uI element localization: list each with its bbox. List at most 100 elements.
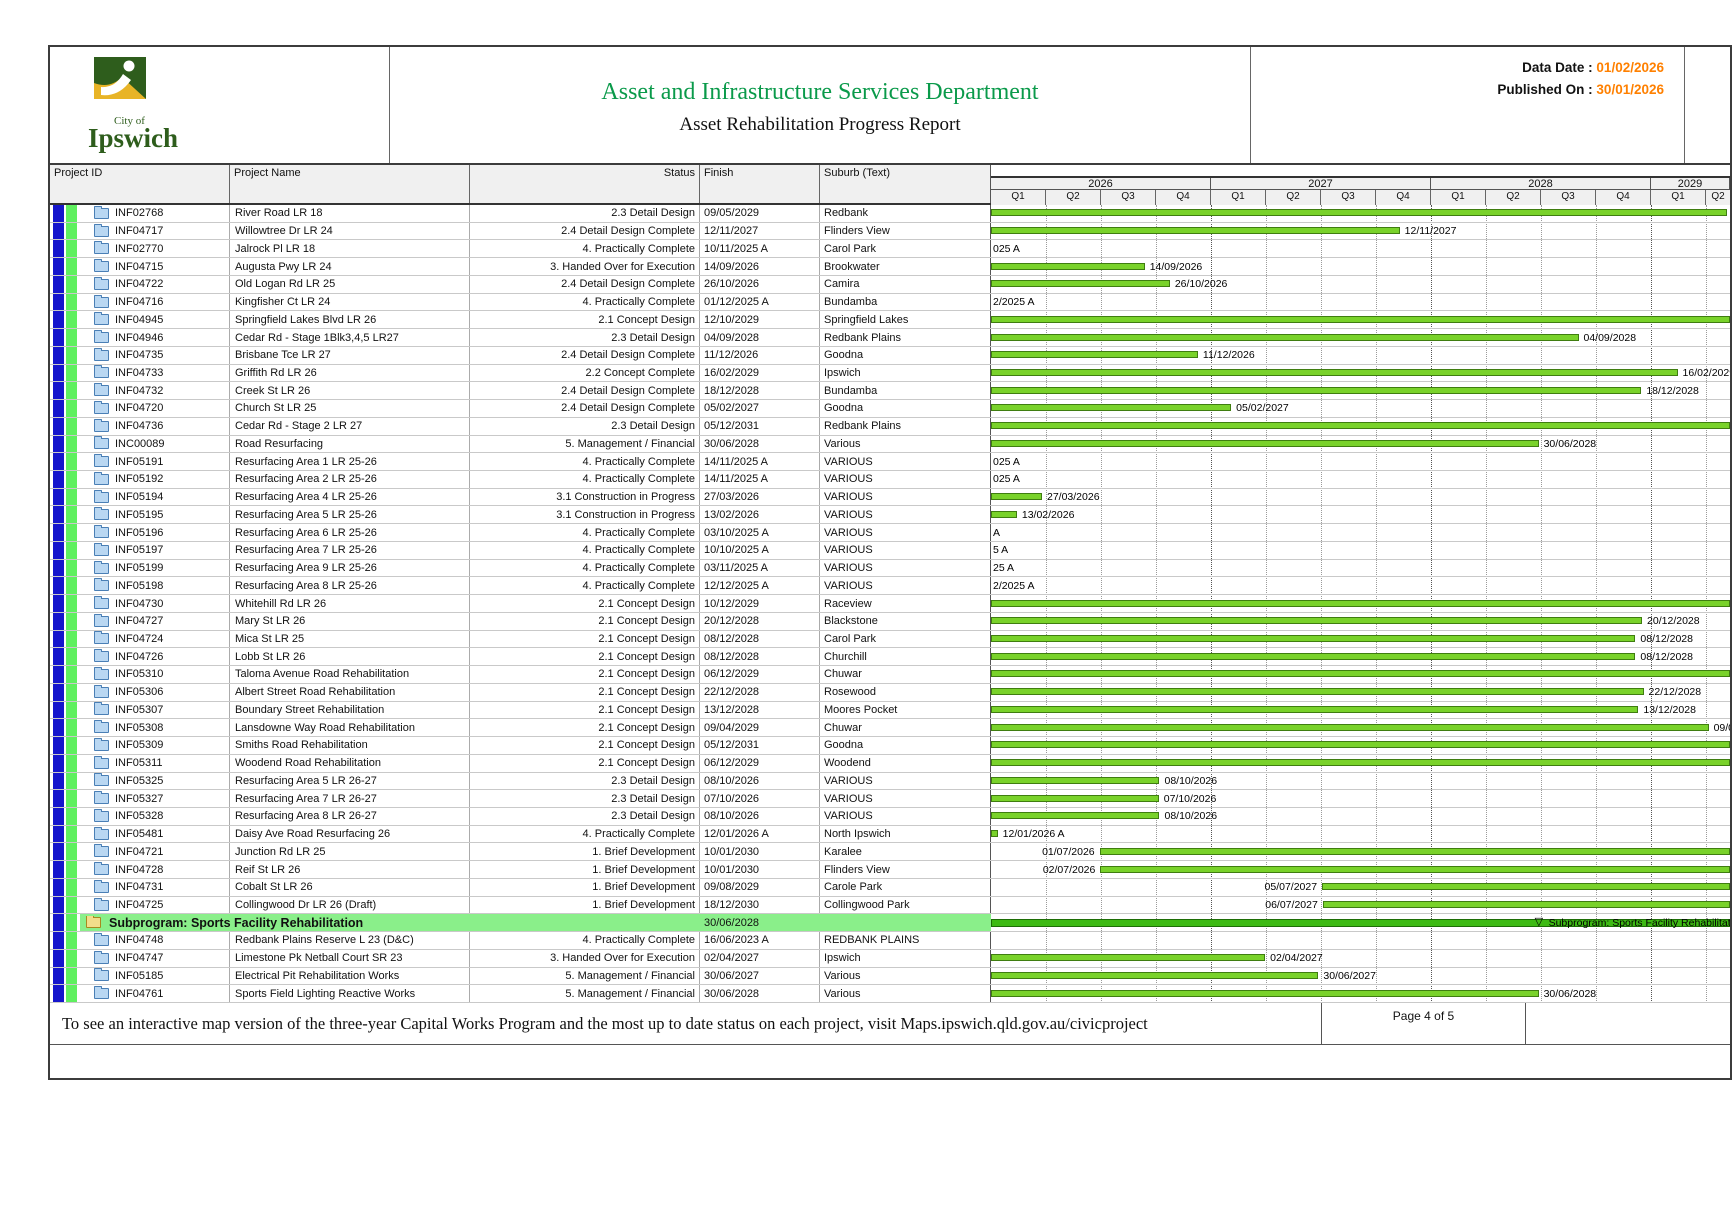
table-row: INF05185 Electrical Pit Rehabilitation Wo… xyxy=(50,967,1730,986)
gantt-bar xyxy=(1322,901,1730,908)
gantt-cell: 22/12/2028 xyxy=(991,684,1730,701)
project-name-cell: Old Logan Rd LR 25 xyxy=(230,275,470,293)
program-indicator-strip-blue xyxy=(53,205,64,1003)
status-cell: 4. Practically Complete xyxy=(470,577,700,595)
gantt-cell: 08/12/2028 xyxy=(991,631,1730,648)
gantt-bar xyxy=(991,954,1266,962)
project-name-cell: Reif St LR 26 xyxy=(230,861,470,878)
project-name-cell: Resurfacing Area 2 LR 25-26 xyxy=(230,471,470,488)
gantt-bar xyxy=(991,705,1639,713)
table-row: INF05306 Albert Street Road Rehabilitatio… xyxy=(50,683,1730,702)
project-name-cell: Creek St LR 26 xyxy=(230,382,470,400)
folder-icon xyxy=(94,205,109,219)
gantt-bar xyxy=(991,723,1709,731)
table-row: INF04721 Junction Rd LR 25 1. Brief Develo… xyxy=(50,843,1730,862)
table-row: INF05311 Woodend Road Rehabilitation 2.1 C… xyxy=(50,754,1730,773)
subprogram-title-cell: Subprogram: Sports Facility Rehabilitati… xyxy=(80,915,700,930)
status-cell: 2.4 Detail Design Complete xyxy=(470,275,700,293)
project-id: INF04728 xyxy=(115,863,164,876)
project-id: INF05310 xyxy=(115,668,164,681)
subprogram-highlight: Subprogram: Sports Facility Rehabilitati… xyxy=(80,914,991,932)
project-name-cell: Springfield Lakes Blvd LR 26 xyxy=(230,311,470,329)
project-name-cell: Brisbane Tce LR 27 xyxy=(230,346,470,364)
folder-icon xyxy=(94,471,109,485)
gantt-cell xyxy=(991,737,1730,754)
folder-icon xyxy=(94,932,109,946)
status-cell: 4. Practically Complete xyxy=(470,541,700,559)
project-id-cell: INF04733 xyxy=(50,364,230,382)
gantt-bar-start-label: 05/07/2027 xyxy=(1264,881,1318,894)
project-name-cell: Junction Rd LR 25 xyxy=(230,843,470,861)
gantt-cell: 26/10/2026 xyxy=(991,276,1730,293)
folder-icon xyxy=(94,808,109,822)
project-id: INF04731 xyxy=(115,881,164,894)
table-row: INF05199 Resurfacing Area 9 LR 25-26 4. Pr… xyxy=(50,559,1730,578)
table-row: INF04725 Collingwood Dr LR 26 (Draft) 1. B… xyxy=(50,896,1730,915)
suburb-cell: Woodend xyxy=(820,754,991,772)
project-id: INF05192 xyxy=(115,473,164,486)
status-cell: 1. Brief Development xyxy=(470,861,700,878)
project-id: INF02768 xyxy=(115,207,164,220)
status-cell: 4. Practically Complete xyxy=(470,932,700,949)
year-header-2026: 2026 xyxy=(991,178,1211,190)
table-header: Project ID Project Name Status Finish Su… xyxy=(50,165,1730,205)
table-row: INF04730 Whitehill Rd LR 26 2.1 Concept De… xyxy=(50,595,1730,613)
folder-icon xyxy=(94,276,109,290)
gantt-cell: 2/2025 A xyxy=(991,294,1730,311)
gantt-bar-label: 11/12/2026 xyxy=(1202,349,1255,362)
gantt-cell: 08/10/2026 xyxy=(991,773,1730,790)
suburb-cell: VARIOUS xyxy=(820,471,991,488)
project-id-cell: INF05192 xyxy=(50,471,230,488)
gantt-cell: 02/07/2026 xyxy=(991,861,1730,878)
data-date-value: 01/02/2026 xyxy=(1596,60,1664,75)
suburb-cell: VARIOUS xyxy=(820,488,991,506)
project-id: INF04726 xyxy=(115,650,164,663)
gantt-cell xyxy=(991,932,1730,949)
project-id: INF05311 xyxy=(115,757,163,770)
subprogram-finish: 30/06/2028 xyxy=(704,916,760,929)
status-cell: 2.1 Concept Design xyxy=(470,719,700,737)
status-cell: 2.2 Concept Complete xyxy=(470,364,700,382)
finish-cell: 12/01/2026 A xyxy=(700,825,820,843)
project-id-cell: INF04720 xyxy=(50,400,230,417)
project-id: INF04761 xyxy=(115,987,164,1000)
table-row: INF05328 Resurfacing Area 8 LR 26-27 2.3 D… xyxy=(50,807,1730,826)
project-id: INF04748 xyxy=(115,934,164,947)
gantt-bar xyxy=(991,812,1160,820)
gantt-bar-label: 05/02/2027 xyxy=(1236,402,1289,415)
finish-cell: 05/12/2031 xyxy=(700,417,820,435)
project-id-cell: INF04747 xyxy=(50,949,230,967)
suburb-cell: Chuwar xyxy=(820,719,991,737)
folder-icon xyxy=(94,525,109,539)
suburb-cell: Camira xyxy=(820,275,991,293)
finish-cell: 30/06/2028 xyxy=(700,435,820,453)
suburb-cell: Carol Park xyxy=(820,630,991,648)
table-row: INF04726 Lobb St LR 26 2.1 Concept Design 0… xyxy=(50,648,1730,667)
project-id: INF05194 xyxy=(115,491,164,504)
project-id-cell: INF05481 xyxy=(50,825,230,843)
suburb-cell: Goodna xyxy=(820,400,991,417)
finish-cell: 16/06/2023 A xyxy=(700,932,820,949)
suburb-cell: REDBANK PLAINS xyxy=(820,932,991,949)
table-row: INF04732 Creek St LR 26 2.4 Detail Design … xyxy=(50,382,1730,401)
folder-icon xyxy=(94,986,109,1000)
gantt-clipped-label: 025 A xyxy=(993,242,1020,255)
project-name-cell: Resurfacing Area 6 LR 25-26 xyxy=(230,524,470,541)
logo-ipswich-text: Ipswich xyxy=(88,123,179,153)
suburb-cell: Various xyxy=(820,435,991,453)
year-header-2029: 2029 xyxy=(1651,178,1730,190)
project-name-cell: Road Resurfacing xyxy=(230,435,470,453)
table-row: INF02768 River Road LR 18 2.3 Detail Desig… xyxy=(50,205,1730,223)
finish-cell: 06/12/2029 xyxy=(700,754,820,772)
gantt-bar-label: 08/12/2028 xyxy=(1640,632,1693,645)
table-row: INF04717 Willowtree Dr LR 24 2.4 Detail De… xyxy=(50,222,1730,241)
finish-cell: 08/10/2026 xyxy=(700,772,820,790)
suburb-cell: Chuwar xyxy=(820,666,991,683)
project-id-cell: INF05328 xyxy=(50,807,230,825)
project-id: INF04732 xyxy=(115,384,164,397)
finish-cell: 26/10/2026 xyxy=(700,275,820,293)
folder-icon xyxy=(94,223,109,237)
column-header-project-id: Project ID xyxy=(50,165,230,203)
gantt-bar-start-label: 02/07/2026 xyxy=(1042,863,1096,876)
gantt-clipped-label: 25 A xyxy=(993,562,1015,575)
